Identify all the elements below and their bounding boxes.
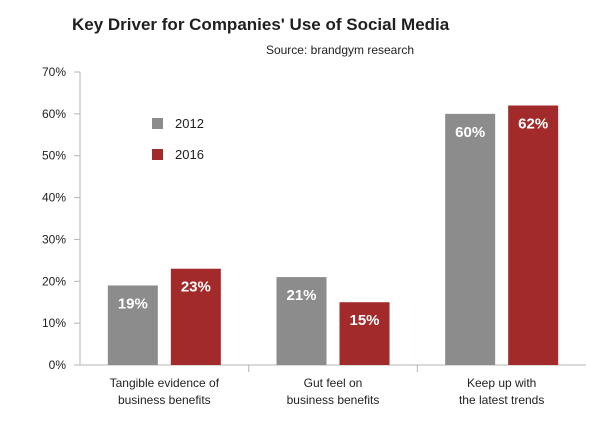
bar-value-label: 60% — [455, 124, 485, 141]
y-tick-label: 70% — [42, 65, 66, 79]
bar-2016 — [339, 302, 390, 365]
bar-2012 — [445, 113, 496, 365]
bar-2012 — [276, 277, 327, 365]
legend-swatch-2016 — [152, 149, 163, 160]
y-tick-label: 60% — [42, 107, 66, 121]
bar-2016 — [508, 105, 559, 365]
bars: 19% 23% 21% 15% 60% 62% — [107, 105, 559, 365]
x-category-label: business benefits — [287, 393, 380, 407]
y-tick-label: 20% — [42, 274, 66, 288]
y-tick-label: 0% — [49, 358, 67, 372]
legend: 2012 2016 — [152, 116, 204, 162]
x-category-label: Gut feel on — [304, 376, 363, 390]
y-tick-label: 50% — [42, 149, 66, 163]
legend-label: 2012 — [175, 116, 204, 131]
x-category-label: Tangible evidence of — [110, 376, 220, 390]
bar-value-label: 21% — [286, 287, 316, 304]
bar-value-label: 62% — [518, 115, 548, 132]
y-tick-label: 10% — [42, 316, 66, 330]
bar-2016 — [170, 268, 221, 365]
chart-title: Key Driver for Companies' Use of Social … — [72, 15, 450, 34]
bar-value-label: 23% — [181, 279, 211, 296]
bar-value-label: 15% — [349, 312, 379, 329]
legend-label: 2016 — [175, 147, 204, 162]
x-category-label: business benefits — [118, 393, 211, 407]
chart-subtitle: Source: brandgym research — [266, 43, 414, 57]
y-tick-label: 30% — [42, 232, 66, 246]
y-tick-label: 40% — [42, 191, 66, 205]
x-category-label: Keep up with — [467, 376, 536, 390]
bar-2012 — [107, 285, 158, 365]
legend-swatch-2012 — [152, 118, 163, 129]
axes: 0% 10% 20% 30% 40% 50% 60% 70% Tangible evidence… — [42, 65, 586, 407]
bar-value-label: 19% — [118, 295, 148, 312]
x-category-label: the latest trends — [459, 393, 544, 407]
